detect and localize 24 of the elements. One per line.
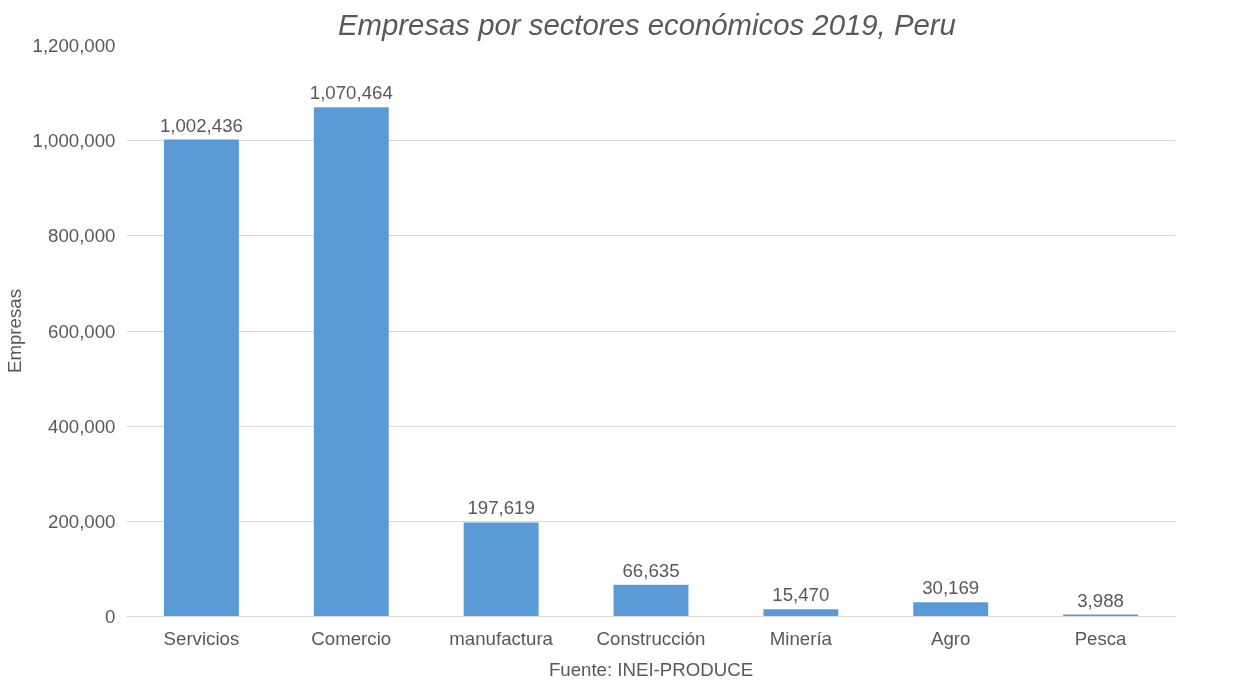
x-tick-label: Comercio (311, 627, 392, 649)
y-tick-label: 0 (105, 606, 116, 627)
y-tick-label: 200,000 (48, 510, 116, 532)
y-tick-label: 1,200,000 (32, 35, 116, 56)
x-tick-label: Pesca (1074, 627, 1128, 649)
source-note: Fuente: INEI-PRODUCE (548, 658, 754, 680)
x-tick-label: manufactura (449, 627, 554, 649)
x-tick-label: Servicios (163, 627, 240, 649)
y-axis-title: Empresas (3, 289, 25, 373)
x-tick-label: Construcción (596, 627, 706, 649)
data-label: 1,070,464 (309, 82, 393, 104)
data-label: 1,002,436 (159, 114, 243, 136)
y-tick-label: 600,000 (48, 320, 116, 342)
x-tick-label: Agro (931, 627, 971, 649)
data-label: 15,470 (772, 584, 830, 606)
data-label: 30,169 (922, 577, 980, 599)
chart-title: Empresas por sectores económicos 2019, Peru (338, 7, 956, 41)
y-tick-label: 400,000 (48, 415, 116, 437)
x-tick-label: Minería (769, 627, 833, 649)
data-label: 197,619 (467, 497, 535, 519)
y-tick-label: 1,000,000 (32, 130, 116, 152)
data-label: 3,988 (1077, 589, 1124, 611)
data-label: 66,635 (622, 559, 680, 581)
y-tick-label: 800,000 (48, 225, 116, 247)
